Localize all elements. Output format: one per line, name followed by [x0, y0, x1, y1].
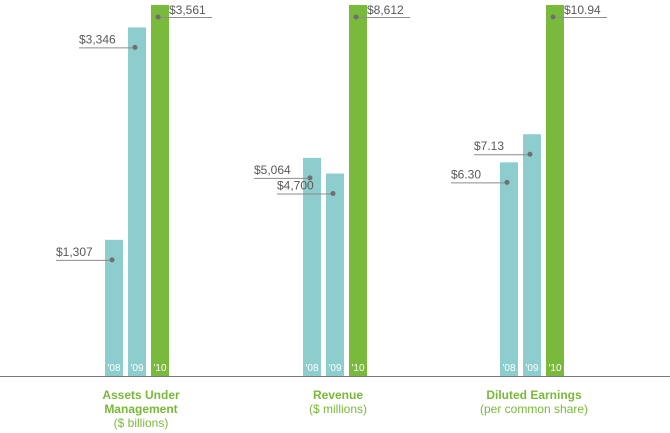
value-label-assets-1: $3,346 — [79, 32, 116, 46]
bar-assets-0 — [105, 239, 123, 376]
data-point-revenue-2 — [353, 14, 359, 20]
data-point-assets-1 — [132, 44, 138, 50]
bar-year-label-assets-1: '09 — [130, 363, 143, 374]
value-label-earnings-0: $6.30 — [451, 167, 481, 181]
bar-revenue-1 — [326, 173, 344, 376]
bar-revenue-0 — [303, 157, 321, 376]
chart-title-earnings-line1: Diluted Earnings — [486, 388, 582, 402]
value-label-earnings-1: $7.13 — [474, 139, 504, 153]
data-point-revenue-1 — [330, 191, 336, 197]
chart-subtitle-revenue: ($ millions) — [308, 402, 367, 416]
bar-earnings-0 — [500, 162, 518, 376]
bar-assets-2 — [151, 5, 169, 376]
data-point-assets-2 — [155, 14, 161, 20]
data-point-earnings-2 — [550, 14, 556, 20]
bar-earnings-1 — [523, 134, 541, 376]
bar-year-label-earnings-1: '09 — [525, 363, 538, 374]
bar-earnings-2 — [546, 5, 564, 376]
bar-year-label-earnings-0: '08 — [502, 363, 515, 374]
chart-title-assets-line2: Management — [104, 402, 178, 416]
value-label-revenue-0: $5,064 — [254, 163, 291, 177]
data-point-revenue-0 — [307, 175, 313, 181]
chart-title-assets-line1: Assets Under — [102, 388, 180, 402]
data-point-earnings-1 — [527, 151, 533, 157]
value-label-earnings-2: $10.94 — [564, 3, 601, 17]
bar-year-label-revenue-2: '10 — [351, 363, 364, 374]
chart-title-revenue: Revenue ($ millions) — [263, 388, 413, 416]
bar-year-label-revenue-0: '08 — [305, 363, 318, 374]
bar-revenue-2 — [349, 5, 367, 376]
bar-year-label-revenue-1: '09 — [328, 363, 341, 374]
value-label-assets-0: $1,307 — [56, 245, 93, 259]
bar-assets-1 — [128, 27, 146, 377]
chart-title-revenue-line1: Revenue — [312, 388, 364, 402]
bar-year-label-assets-2: '10 — [153, 363, 166, 374]
chart-title-earnings: Diluted Earnings (per common share) — [459, 388, 609, 416]
value-label-revenue-1: $4,700 — [277, 179, 314, 193]
chart-subtitle-earnings: (per common share) — [479, 402, 589, 416]
chart-subtitle-assets: ($ billions) — [113, 416, 169, 430]
bar-year-label-assets-0: '08 — [107, 363, 120, 374]
value-label-revenue-2: $8,612 — [367, 3, 404, 17]
bar-year-label-earnings-2: '10 — [548, 363, 561, 374]
value-label-assets-2: $3,561 — [169, 3, 206, 17]
data-point-assets-0 — [109, 257, 115, 263]
chart-title-assets: Assets Under Management ($ billions) — [66, 388, 216, 430]
data-point-earnings-0 — [504, 179, 510, 185]
